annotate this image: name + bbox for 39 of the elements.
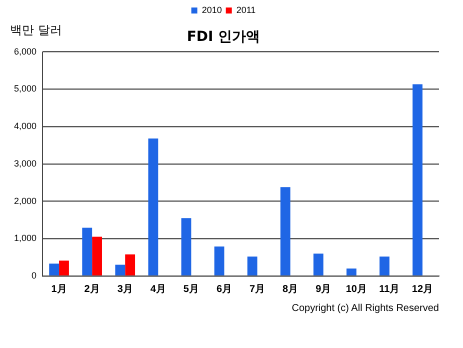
bar: [92, 236, 102, 276]
bar: [181, 218, 192, 276]
x-tick-label: 6月: [216, 284, 232, 295]
y-tick-label: 5,000: [14, 84, 37, 94]
bar: [346, 268, 356, 276]
x-tick-label: 8月: [282, 284, 298, 295]
bar: [412, 84, 422, 276]
bar: [313, 254, 324, 276]
bar: [148, 138, 158, 276]
bar: [247, 256, 258, 276]
bar: [380, 256, 390, 276]
x-tick-label: 4月: [150, 284, 166, 295]
y-tick-label: 3,000: [14, 158, 37, 168]
x-tick-label: 7月: [250, 284, 266, 295]
legend-label: 2010: [202, 4, 222, 15]
bar: [214, 246, 224, 276]
text: Copyright (c) All Rights Reserved: [292, 303, 439, 314]
chart-title: FDI 인가액: [186, 29, 260, 46]
bar: [82, 228, 92, 276]
y-tick-label: 1,000: [14, 233, 37, 244]
x-tick-label: 12月: [412, 284, 434, 295]
bar: [115, 264, 126, 276]
bar: [49, 264, 60, 276]
x-tick-label: 1月: [51, 284, 67, 295]
y-tick-label: 4,000: [14, 121, 37, 132]
bar: [125, 254, 136, 276]
y-tick-label: 6,000: [14, 46, 37, 56]
x-tick-label: 10月: [346, 284, 367, 295]
x-tick-label: 5月: [183, 284, 199, 295]
x-tick-label: 3月: [117, 284, 133, 295]
x-tick-label: 11月: [379, 284, 400, 295]
bar: [280, 187, 290, 276]
y-tick-label: 2,000: [14, 196, 37, 206]
x-tick-label: 2月: [84, 284, 100, 295]
y-axis-title: 백만 달러: [10, 22, 62, 39]
bar: [59, 260, 69, 276]
legend-label: 2011: [236, 4, 256, 15]
y-tick-label: 0: [32, 270, 37, 280]
x-tick-label: 9月: [316, 284, 332, 295]
